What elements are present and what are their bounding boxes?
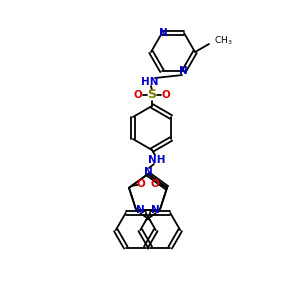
Text: N: N xyxy=(136,205,145,215)
Text: HN: HN xyxy=(141,77,159,87)
Text: O: O xyxy=(151,179,159,189)
Text: N: N xyxy=(144,167,152,177)
Text: N: N xyxy=(178,66,188,76)
Text: NH: NH xyxy=(148,155,166,165)
Text: N: N xyxy=(152,205,160,215)
Text: O: O xyxy=(162,90,170,100)
Text: S: S xyxy=(148,88,157,101)
Text: O: O xyxy=(134,90,142,100)
Text: CH$_3$: CH$_3$ xyxy=(214,35,232,47)
Text: N: N xyxy=(159,28,167,38)
Text: O: O xyxy=(136,179,146,189)
